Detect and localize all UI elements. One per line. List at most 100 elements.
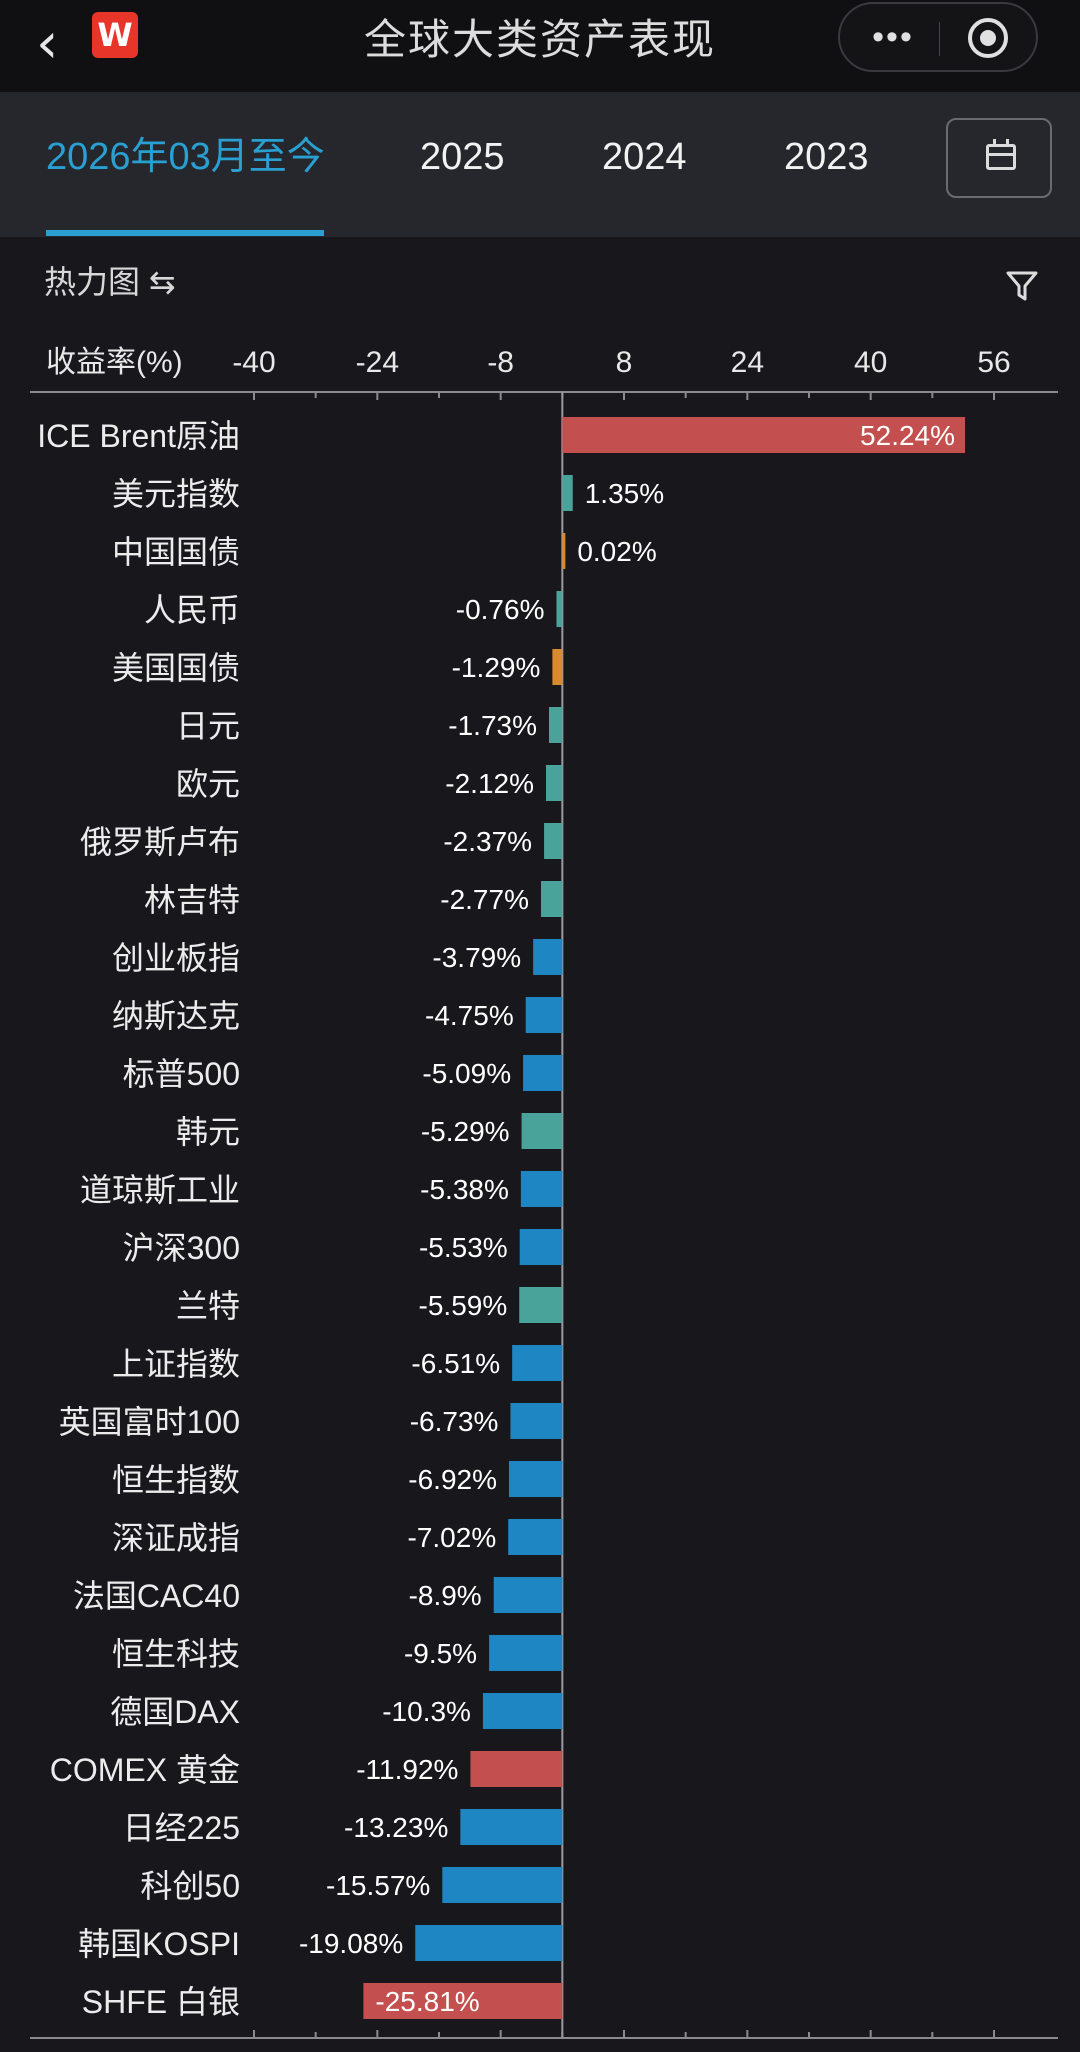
category-label: 法国CAC40 [73, 1578, 240, 1614]
category-label: 恒生指数 [112, 1462, 240, 1498]
bar [519, 1229, 563, 1265]
category-label: 日经225 [123, 1810, 240, 1846]
category-label: 上证指数 [112, 1346, 240, 1382]
category-label: 美国国债 [112, 650, 240, 686]
bar [540, 881, 563, 917]
bar [562, 417, 966, 453]
category-label: 科创50 [140, 1868, 240, 1904]
category-label: 德国DAX [110, 1694, 240, 1730]
capsule-divider [939, 22, 940, 56]
data-label: -5.59% [419, 1290, 508, 1321]
x-tick-label: 8 [616, 346, 633, 379]
bar [470, 1751, 563, 1787]
bar [510, 1403, 563, 1439]
category-label: 林吉特 [144, 882, 240, 918]
heatmap-toggle[interactable]: 热力图 ⇆ [44, 264, 176, 300]
category-label: 标普500 [123, 1056, 240, 1092]
category-label: 美元指数 [112, 476, 240, 512]
data-label: -11.92% [356, 1754, 458, 1785]
chevron-left-icon[interactable]: ‹ [36, 11, 59, 76]
category-label: 中国国债 [112, 534, 240, 570]
data-label: -6.51% [411, 1348, 500, 1379]
bar [508, 1461, 563, 1497]
mini-program-capsule: ••• [838, 2, 1038, 72]
category-label: 纳斯达克 [112, 998, 240, 1034]
x-tick-label: 56 [977, 346, 1010, 379]
bar [415, 1925, 563, 1961]
data-label: -1.73% [448, 710, 537, 741]
data-label: -13.23% [344, 1812, 448, 1843]
data-label: -2.77% [440, 884, 529, 915]
app-logo: W [92, 12, 138, 58]
category-label: 创业板指 [112, 940, 240, 976]
data-label: -7.02% [408, 1522, 497, 1553]
data-label: -9.5% [404, 1638, 477, 1669]
bar [493, 1577, 563, 1613]
category-label: 日元 [176, 708, 240, 744]
data-label: -0.76% [456, 594, 545, 625]
tab-2023[interactable]: 2023 [784, 136, 869, 178]
data-label: -5.09% [422, 1058, 511, 1089]
bar [523, 1055, 563, 1091]
calendar-pin [993, 139, 996, 147]
data-label: -19.08% [299, 1928, 403, 1959]
category-label: 韩国KOSPI [78, 1926, 240, 1962]
category-label: 人民币 [144, 592, 240, 628]
category-label: ICE Brent原油 [37, 418, 240, 454]
data-label: -10.3% [382, 1696, 471, 1727]
active-tab-underline [46, 230, 324, 236]
bar [562, 475, 573, 511]
tab-2025[interactable]: 2025 [420, 136, 505, 178]
calendar-pin [1006, 139, 1009, 147]
data-label: -25.81% [375, 1986, 479, 2017]
data-label: -3.79% [432, 942, 521, 973]
page-title: 全球大类资产表现 [363, 16, 716, 63]
bar [548, 707, 563, 743]
bar [562, 533, 566, 569]
bar [442, 1867, 563, 1903]
x-tick-label: 24 [731, 346, 764, 379]
tab-2026-03-to-now[interactable]: 2026年03月至今 [46, 136, 325, 178]
category-label: 英国富时100 [59, 1404, 240, 1440]
calendar-button[interactable] [946, 118, 1052, 198]
x-tick-label: -8 [487, 346, 514, 379]
category-label: 道琼斯工业 [80, 1172, 240, 1208]
bar [512, 1345, 563, 1381]
data-label: 52.24% [860, 420, 955, 451]
data-label: -6.92% [408, 1464, 497, 1495]
filter-icon[interactable] [1004, 268, 1040, 304]
bar [521, 1113, 563, 1149]
target-circle-icon[interactable] [968, 18, 1008, 58]
category-label: COMEX 黄金 [50, 1752, 240, 1788]
calendar-icon [986, 144, 1016, 170]
bar [363, 1983, 563, 2019]
data-label: -15.57% [326, 1870, 430, 1901]
data-label: -2.37% [443, 826, 532, 857]
data-label: -2.12% [445, 768, 534, 799]
data-label: -8.9% [409, 1580, 482, 1611]
x-tick-label: -24 [356, 346, 399, 379]
bar [556, 591, 563, 627]
more-dots-icon[interactable]: ••• [872, 18, 914, 56]
category-label: 俄罗斯卢布 [80, 824, 240, 860]
category-label: 沪深300 [123, 1230, 240, 1266]
data-label: -4.75% [425, 1000, 514, 1031]
data-label: -5.53% [419, 1232, 508, 1263]
bar [489, 1635, 563, 1671]
category-label: 欧元 [176, 766, 240, 802]
bar [482, 1693, 563, 1729]
bar [520, 1171, 563, 1207]
data-label: -1.29% [452, 652, 541, 683]
data-label: -6.73% [410, 1406, 499, 1437]
bar [508, 1519, 563, 1555]
bar [552, 649, 563, 685]
data-label: -5.38% [420, 1174, 509, 1205]
bar [545, 765, 563, 801]
data-label: -5.29% [421, 1116, 510, 1147]
bar [544, 823, 563, 859]
y-axis-label: 收益率(%) [46, 346, 183, 379]
tab-2024[interactable]: 2024 [602, 136, 687, 178]
bar [533, 939, 563, 975]
data-label: 0.02% [577, 536, 656, 567]
